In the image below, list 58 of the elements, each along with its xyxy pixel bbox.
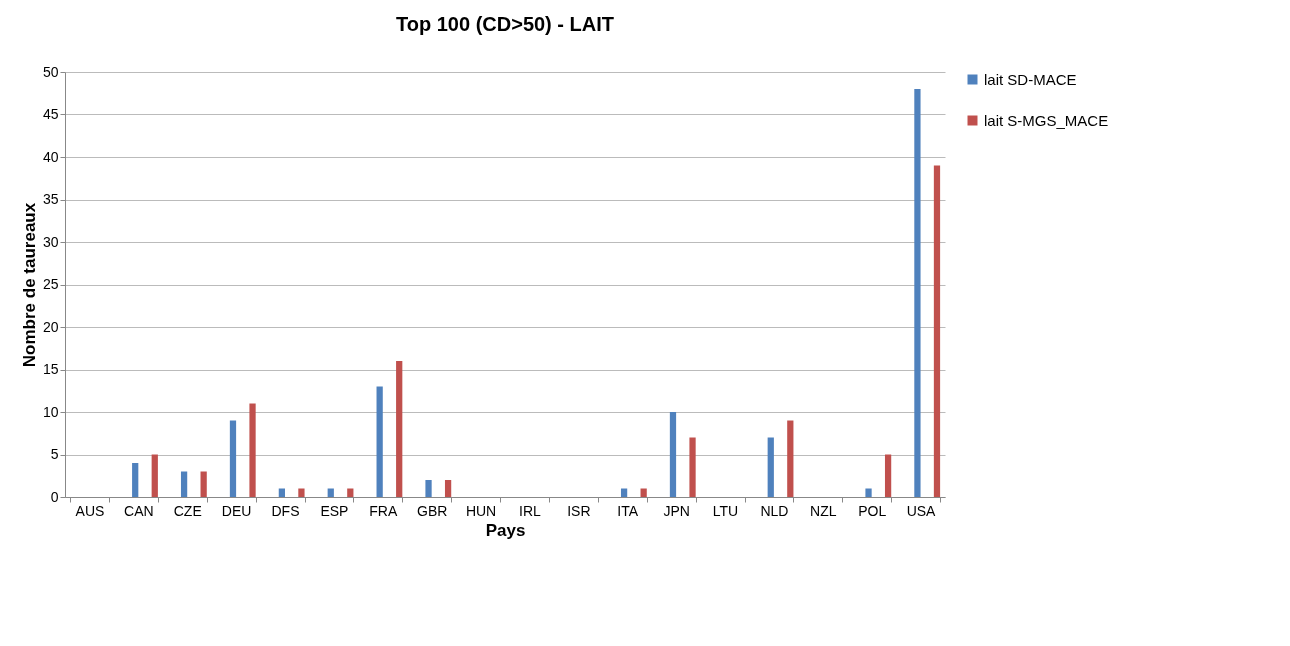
bar: [914, 89, 921, 497]
x-tick-label: CAN: [124, 502, 154, 519]
bar: [640, 488, 647, 497]
bar: [376, 386, 383, 497]
x-tick-label: ITA: [617, 502, 639, 519]
bar: [787, 420, 794, 497]
bar: [278, 488, 285, 497]
bar: [767, 437, 774, 497]
x-tick-label: HUN: [465, 502, 497, 519]
legend-label: lait S-MGS_MACE: [984, 111, 1109, 129]
y-tick-label: 35: [42, 191, 59, 207]
bar: [865, 488, 872, 497]
x-axis-title: Pays: [485, 520, 526, 540]
x-tick-label: USA: [906, 502, 937, 519]
bar: [425, 480, 432, 497]
y-tick-label: 0: [50, 488, 59, 505]
bar: [229, 420, 237, 497]
bar: [669, 412, 677, 497]
y-tick-label: 50: [42, 63, 59, 80]
x-tick-label: DFS: [271, 502, 300, 519]
x-tick-label: DEU: [221, 502, 252, 519]
x-tick-label: POL: [858, 502, 887, 519]
bar: [347, 488, 354, 497]
bar: [689, 437, 696, 497]
bar: [200, 471, 207, 497]
x-tick-label: NZL: [810, 502, 837, 519]
x-tick-label: NLD: [760, 502, 789, 519]
y-tick-label: 15: [42, 361, 59, 377]
bar: [249, 403, 256, 497]
legend-label: lait SD-MACE: [984, 70, 1077, 88]
y-tick-label: 40: [42, 148, 59, 165]
y-tick-label: 45: [42, 106, 59, 122]
y-tick-label: 25: [42, 276, 59, 292]
y-tick-label: 5: [50, 446, 59, 462]
y-axis-title: Nombre de taureaux: [19, 202, 39, 368]
x-tick-label: IRL: [519, 502, 542, 519]
x-tick-label: CZE: [173, 502, 202, 519]
chart-title: Top 100 (CD>50) - LAIT: [396, 13, 614, 35]
bar: [620, 488, 628, 497]
bar: [298, 488, 305, 497]
bar: [180, 471, 188, 497]
x-tick-label: ESP: [320, 502, 349, 519]
bar: [396, 361, 403, 497]
bar: [151, 454, 158, 497]
x-tick-label: GBR: [416, 502, 448, 519]
y-tick-label: 30: [42, 233, 59, 250]
x-tick-label: FRA: [369, 502, 398, 519]
bar: [884, 454, 892, 497]
x-tick-label: LTU: [712, 502, 739, 519]
y-tick-label: 10: [42, 403, 59, 420]
y-tick-label: 20: [42, 318, 59, 335]
x-tick-label: ISR: [567, 502, 591, 519]
bar: [933, 165, 941, 497]
x-tick-label: AUS: [75, 502, 105, 519]
bar: [327, 488, 334, 497]
x-tick-label: JPN: [663, 502, 690, 519]
bar: [444, 480, 452, 497]
bar: [132, 463, 139, 497]
